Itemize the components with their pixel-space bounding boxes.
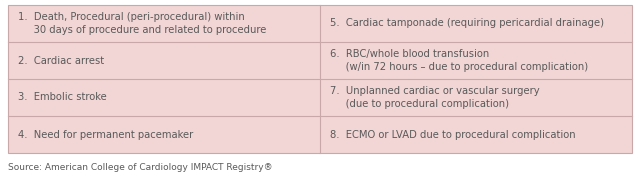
Text: 6.  RBC/whole blood transfusion
     (w/in 72 hours – due to procedural complica: 6. RBC/whole blood transfusion (w/in 72 … (330, 49, 588, 72)
Text: Source: American College of Cardiology IMPACT Registry®: Source: American College of Cardiology I… (8, 163, 273, 171)
Text: 4.  Need for permanent pacemaker: 4. Need for permanent pacemaker (18, 129, 193, 139)
Text: 2.  Cardiac arrest: 2. Cardiac arrest (18, 56, 104, 66)
Text: 5.  Cardiac tamponade (requiring pericardial drainage): 5. Cardiac tamponade (requiring pericard… (330, 19, 604, 29)
Text: 1.  Death, Procedural (peri-procedural) within
     30 days of procedure and rel: 1. Death, Procedural (peri-procedural) w… (18, 12, 266, 35)
Text: 3.  Embolic stroke: 3. Embolic stroke (18, 92, 107, 102)
Bar (8, 5, 632, 153)
Text: 7.  Unplanned cardiac or vascular surgery
     (due to procedural complication): 7. Unplanned cardiac or vascular surgery… (330, 86, 540, 109)
Text: 8.  ECMO or LVAD due to procedural complication: 8. ECMO or LVAD due to procedural compli… (330, 129, 575, 139)
